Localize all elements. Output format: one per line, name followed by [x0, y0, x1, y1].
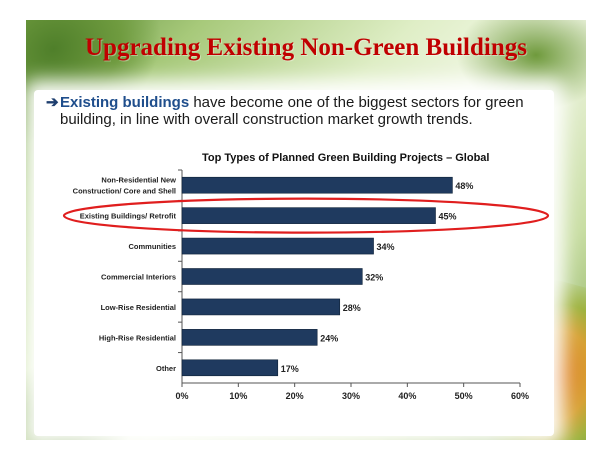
x-tick-label: 0% [175, 391, 188, 401]
x-tick-label: 60% [511, 391, 529, 401]
category-label: Other [156, 364, 176, 373]
bar-value-label: 28% [343, 303, 361, 313]
x-tick-label: 50% [455, 391, 473, 401]
bullet-rest: have become one of the biggest sectors f… [60, 94, 524, 128]
bar [181, 359, 279, 377]
bar [181, 207, 436, 224]
category-label: Construction/ Core and Shell [73, 187, 176, 196]
category-label: High-Rise Residential [99, 333, 176, 342]
x-tick-label: 30% [342, 391, 360, 401]
highlight-ellipse [62, 197, 550, 234]
content-panel [34, 90, 554, 436]
bar-value-label: 17% [281, 364, 299, 374]
bar [181, 329, 318, 346]
arrow-bullet-icon: ➔ [46, 94, 59, 111]
x-tick-label: 20% [286, 391, 304, 401]
chart-title: Top Types of Planned Green Building Proj… [202, 152, 490, 164]
bar [181, 176, 453, 194]
bar-chart: 0% 10% 20% 30% 40% 50% 60% 48% Non-Residential N… [62, 169, 550, 401]
category-label: Existing Buildings/ Retrofit [80, 212, 177, 221]
bar [181, 237, 374, 255]
bar [181, 298, 341, 316]
bar-value-label: 48% [455, 181, 473, 191]
x-tick-label: 40% [398, 391, 416, 401]
slide-title: Upgrading Existing Non-Green Buildings [84, 34, 527, 61]
bar [181, 268, 363, 285]
category-label: Commercial Interiors [101, 273, 176, 282]
category-label: Low-Rise Residential [101, 303, 176, 312]
category-label: Non-Residential New [101, 176, 176, 185]
bar-value-label: 34% [377, 242, 395, 252]
x-tick-label: 10% [229, 391, 247, 401]
bullet-text: Existing buildings have become one of th… [60, 94, 540, 128]
category-label: Communities [128, 242, 176, 251]
bullet-highlight: Existing buildings [60, 94, 190, 111]
bar-value-label: 24% [320, 333, 338, 343]
bar-value-label: 32% [365, 273, 383, 283]
slide-background: Upgrading Existing Non-Green Buildings ➔… [26, 20, 586, 440]
bar-value-label: 45% [439, 212, 457, 222]
